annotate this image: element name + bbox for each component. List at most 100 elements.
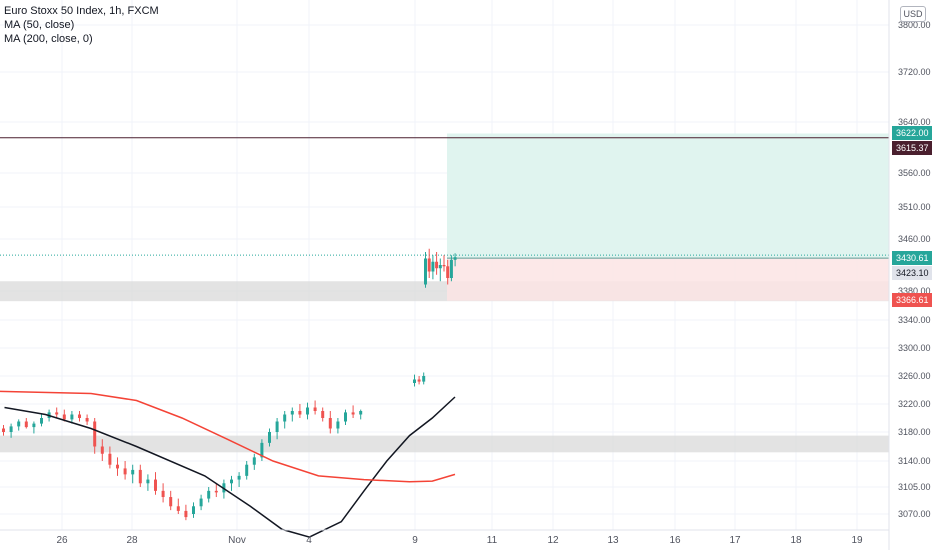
x-tick-label: Nov bbox=[228, 535, 246, 546]
candle-body[interactable] bbox=[245, 464, 249, 476]
x-tick-label: 26 bbox=[56, 535, 68, 546]
candle-body[interactable] bbox=[275, 421, 279, 433]
legend-ma50[interactable]: MA (50, close) bbox=[4, 19, 75, 31]
candle-body[interactable] bbox=[24, 421, 28, 428]
y-tick-label: 3070.00 bbox=[898, 509, 931, 519]
candle-body[interactable] bbox=[40, 418, 43, 424]
y-tick-label: 3300.00 bbox=[898, 343, 931, 353]
candle-body[interactable] bbox=[306, 407, 309, 415]
stop-zone[interactable] bbox=[447, 258, 889, 301]
candle-body[interactable] bbox=[435, 261, 439, 269]
candle-body[interactable] bbox=[359, 411, 363, 415]
candle-body[interactable] bbox=[446, 266, 450, 278]
candle-body[interactable] bbox=[442, 265, 446, 267]
candle-body[interactable] bbox=[184, 510, 188, 518]
candle-body[interactable] bbox=[32, 423, 36, 428]
candle-body[interactable] bbox=[108, 453, 112, 465]
candle-body[interactable] bbox=[154, 479, 157, 491]
candle-body[interactable] bbox=[100, 446, 104, 454]
candle-body[interactable] bbox=[453, 257, 457, 260]
candle-body[interactable] bbox=[313, 407, 317, 412]
candle-body[interactable] bbox=[449, 259, 453, 278]
candle-body[interactable] bbox=[290, 411, 294, 415]
candle-body[interactable] bbox=[116, 464, 119, 469]
candle-body[interactable] bbox=[321, 411, 325, 418]
candle-body[interactable] bbox=[438, 265, 442, 269]
candle-body[interactable] bbox=[138, 469, 142, 484]
price-label-horizontal_line[interactable] bbox=[892, 141, 932, 155]
candle-body[interactable] bbox=[413, 379, 416, 384]
x-tick-label: 13 bbox=[607, 535, 619, 546]
candle-body[interactable] bbox=[176, 506, 180, 511]
y-tick-label: 3105.00 bbox=[898, 482, 931, 492]
y-tick-label: 3380.00 bbox=[898, 286, 931, 296]
candle-body[interactable] bbox=[427, 258, 431, 272]
x-tick-label: 17 bbox=[729, 535, 741, 546]
candle-body[interactable] bbox=[237, 475, 241, 480]
candle-body[interactable] bbox=[9, 426, 13, 432]
y-tick-label: 3720.00 bbox=[898, 67, 931, 77]
candle-body[interactable] bbox=[252, 457, 256, 465]
y-tick-label: 3510.00 bbox=[898, 202, 931, 212]
candle-body[interactable] bbox=[93, 421, 97, 447]
y-tick-label: 3640.00 bbox=[898, 117, 931, 127]
y-tick-label: 3180.00 bbox=[898, 427, 931, 437]
legend-ma200[interactable]: MA (200, close, 0) bbox=[4, 33, 93, 45]
y-tick-label: 3800.00 bbox=[898, 20, 931, 30]
candle-body[interactable] bbox=[328, 418, 332, 429]
x-tick-label: 9 bbox=[412, 535, 418, 546]
x-tick-label: 12 bbox=[547, 535, 559, 546]
candle-body[interactable] bbox=[17, 421, 21, 427]
candle-body[interactable] bbox=[70, 414, 74, 420]
x-tick-label: 18 bbox=[790, 535, 802, 546]
ma200-line[interactable] bbox=[0, 390, 456, 483]
candle-body[interactable] bbox=[351, 412, 355, 415]
legend-symbol[interactable]: Euro Stoxx 50 Index, 1h, FXCM bbox=[4, 5, 159, 17]
candle-body[interactable] bbox=[260, 442, 264, 458]
candle-body[interactable] bbox=[336, 421, 340, 429]
candle-body[interactable] bbox=[123, 468, 127, 475]
price-label-target[interactable] bbox=[892, 126, 932, 140]
candle-body[interactable] bbox=[230, 479, 233, 484]
candle-body[interactable] bbox=[298, 411, 302, 415]
candle-body[interactable] bbox=[55, 412, 59, 415]
y-tick-label: 3220.00 bbox=[898, 399, 931, 409]
x-tick-label: 28 bbox=[126, 535, 138, 546]
price-label-stop-text: 3366.61 bbox=[896, 295, 929, 305]
candle-body[interactable] bbox=[344, 412, 347, 422]
candle-body[interactable] bbox=[78, 414, 81, 419]
x-tick-label: 19 bbox=[851, 535, 863, 546]
price-label-entry[interactable] bbox=[892, 251, 932, 265]
candle-body[interactable] bbox=[424, 258, 427, 285]
price-label-target-text: 3622.00 bbox=[896, 128, 929, 138]
candle-body[interactable] bbox=[2, 428, 5, 433]
candle-body[interactable] bbox=[131, 469, 135, 475]
candle-body[interactable] bbox=[169, 497, 173, 507]
y-tick-label: 3460.00 bbox=[898, 234, 931, 244]
candle-body[interactable] bbox=[146, 479, 150, 484]
candle-body[interactable] bbox=[417, 379, 421, 382]
price-label-stop[interactable] bbox=[892, 293, 932, 307]
candle-body[interactable] bbox=[214, 490, 218, 493]
candle-body[interactable] bbox=[283, 414, 287, 422]
x-tick-label: 11 bbox=[487, 535, 498, 546]
price-label-current[interactable] bbox=[892, 266, 932, 280]
candle-body[interactable] bbox=[192, 506, 195, 514]
currency-badge[interactable]: USD bbox=[900, 6, 926, 22]
target-zone[interactable] bbox=[447, 133, 889, 259]
candle-body[interactable] bbox=[422, 376, 426, 382]
candle-body[interactable] bbox=[85, 418, 89, 422]
support-zone-1[interactable] bbox=[0, 435, 889, 453]
candle-body[interactable] bbox=[268, 432, 271, 443]
candle-body[interactable] bbox=[199, 498, 203, 507]
y-tick-label: 3260.00 bbox=[898, 371, 931, 381]
x-tick-label: 4 bbox=[306, 535, 312, 546]
candle-body[interactable] bbox=[62, 414, 66, 420]
candle-body[interactable] bbox=[431, 261, 435, 272]
chart-legend: Euro Stoxx 50 Index, 1h, FXCM MA (50, cl… bbox=[4, 4, 159, 46]
ma50-line[interactable] bbox=[4, 396, 456, 538]
y-tick-label: 3340.00 bbox=[898, 315, 931, 325]
candle-body[interactable] bbox=[207, 490, 211, 499]
candle-body[interactable] bbox=[161, 490, 165, 498]
